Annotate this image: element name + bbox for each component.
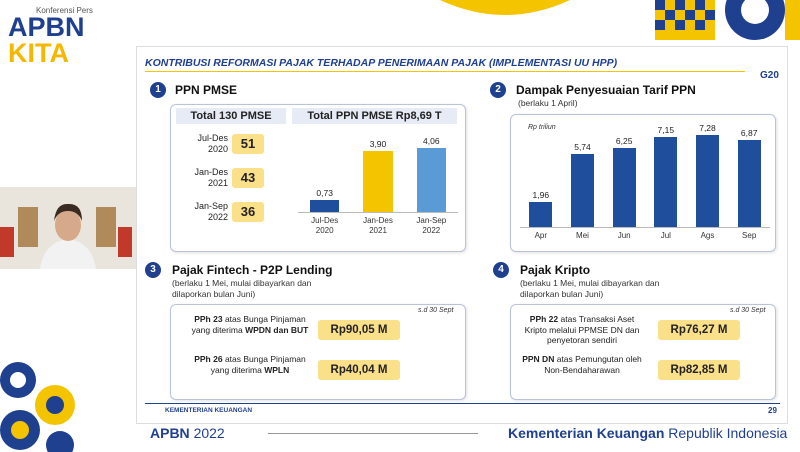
panel-subtitle: (berlaku 1 Mei, mulai dibayarkan dan dil…: [172, 278, 312, 299]
table-header: Total 130 PMSE: [176, 108, 286, 124]
panel-subtitle: (berlaku 1 April): [518, 98, 578, 108]
category-label: Jan-Des 2021: [363, 216, 393, 235]
panel-number: 4: [493, 262, 509, 278]
title-rule: [145, 71, 745, 72]
slide-title: KONTRIBUSI REFORMASI PAJAK TERHADAP PENE…: [145, 57, 618, 69]
note: s.d 30 Sept: [730, 307, 766, 314]
tax-description: atas Pemungutan oleh Non-Bendaharawan: [544, 354, 642, 375]
tax-description: atas Bunga Pinjaman yang diterima: [191, 314, 306, 335]
category-label: Jul-Des 2020: [311, 216, 339, 235]
tax-name: PPN DN: [522, 354, 555, 364]
panel-title: Pajak Kripto: [520, 263, 591, 277]
bar-value-label: 4,06: [423, 136, 440, 146]
tax-description: atas Transaksi Aset Kripto melalui PPMSE…: [524, 314, 640, 345]
webcam-video: [0, 187, 136, 269]
footer-brand: APBN: [150, 425, 190, 441]
bar: [571, 154, 594, 227]
panel-title: PPN PMSE: [175, 83, 238, 97]
bar-value-label: 5,74: [574, 142, 591, 153]
bar: [654, 136, 678, 227]
category-label: Mei: [576, 231, 589, 240]
bar-value-label: 1,96: [532, 190, 550, 201]
panel-number: 1: [150, 82, 166, 98]
bar-value-label: 3,90: [369, 138, 387, 149]
bar: [529, 202, 553, 227]
category-label: Ags: [700, 231, 715, 240]
unit-label: Rp triliun: [528, 124, 556, 131]
bar-value-label: 0,73: [316, 188, 333, 199]
category-label: Jan-Sep 2022: [416, 216, 447, 235]
chart-title: Total PPN PMSE Rp8,69 T: [292, 108, 457, 124]
amount-value: Rp90,05 M: [318, 320, 400, 340]
footer-country: Republik Indonesia: [668, 425, 788, 441]
amount-value: Rp40,04 M: [318, 360, 400, 380]
bar: [696, 135, 719, 227]
tax-name: PPh 22: [529, 314, 559, 324]
bar: [737, 140, 761, 227]
g20-logo: G20: [760, 70, 779, 81]
tax-description: atas Bunga Pinjaman yang diterima: [210, 354, 306, 375]
count-value: 43: [232, 168, 264, 188]
event-label: Konferensi Pers: [36, 6, 93, 15]
bar-value-label: 7,28: [699, 123, 716, 133]
footer-right: Kementerian Keuangan Republik Indonesia: [508, 425, 787, 441]
category-label: Jul: [660, 231, 671, 240]
bar: [416, 148, 446, 212]
tax-name: PPh 23: [194, 314, 223, 324]
footer-rule: [145, 403, 780, 404]
item-text: PPh 22 atas Transaksi Aset Kripto melalu…: [522, 314, 642, 346]
decoration: [655, 0, 800, 40]
bar: [612, 148, 636, 227]
panel-subtitle: (berlaku 1 Mei, mulai dibayarkan dan dil…: [520, 278, 660, 299]
amount-value: Rp82,85 M: [658, 360, 740, 380]
brand: KITA: [8, 38, 69, 68]
count-value: 51: [232, 134, 264, 154]
item-text: PPh 23 atas Bunga Pinjaman yang diterima…: [190, 314, 310, 335]
page-number: 29: [768, 406, 777, 415]
item-text: PPN DN atas Pemungutan oleh Non-Bendahar…: [522, 354, 642, 375]
tax-recipient: WPLN: [264, 364, 290, 375]
decoration: [0, 362, 75, 452]
panel-number: 2: [490, 82, 506, 98]
bar: [310, 200, 340, 212]
period-label: Jan-Des 2021: [194, 167, 228, 188]
note: s.d 30 Sept: [418, 307, 454, 314]
footer-year: 2022: [193, 425, 225, 441]
tax-recipient: WPDN dan BUT: [245, 324, 309, 335]
panel-title: Pajak Fintech - P2P Lending: [172, 263, 333, 277]
category-label: Sep: [742, 231, 757, 240]
bar: [363, 150, 393, 212]
baseline: [298, 212, 458, 213]
period-label: Jan-Sep 2022: [194, 201, 228, 222]
bar-value-label: 6,87: [740, 128, 758, 139]
bar-value-label: 6,25: [615, 136, 633, 147]
bar-value-label: 7,15: [657, 124, 675, 135]
panel-box: [510, 114, 776, 252]
amount-value: Rp76,27 M: [658, 320, 740, 340]
footer-left: APBN 2022: [150, 425, 225, 441]
category-label: Jun: [617, 231, 631, 240]
item-text: PPh 26 atas Bunga Pinjaman yang diterima…: [190, 354, 310, 375]
decoration: [440, 0, 570, 15]
footer-ministry: Kementerian Keuangan: [508, 425, 665, 441]
ministry-label: KEMENTERIAN KEUANGAN: [165, 407, 253, 414]
footer-rule: [268, 433, 478, 434]
brand: APBN: [8, 12, 85, 42]
count-value: 36: [232, 202, 264, 222]
panel-title: Dampak Penyesuaian Tarif PPN: [516, 83, 696, 97]
period-label: Jul-Des 2020: [197, 133, 228, 154]
tax-name: PPh 26: [194, 354, 223, 364]
baseline: [520, 227, 770, 228]
panel-number: 3: [145, 262, 161, 278]
category-label: Apr: [534, 231, 548, 240]
